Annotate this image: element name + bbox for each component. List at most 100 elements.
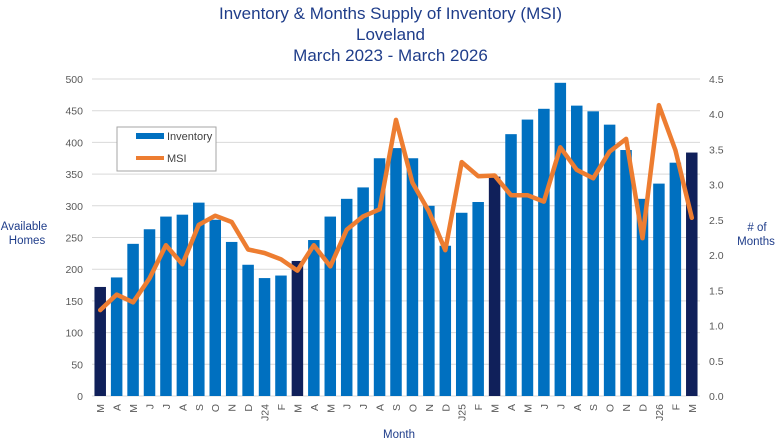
x-tick-label: F [276,404,288,410]
right-tick-label: 2.0 [709,250,724,262]
msi-point [559,146,561,148]
msi-point [231,221,233,223]
chart-subtitle-area: Loveland [355,25,425,44]
x-tick-label: O [210,404,222,412]
x-tick-label: M [292,404,304,413]
msi-point [346,229,348,231]
left-axis-ticks: 0 50 100 150 200 250 300 350 400 450 500 [65,74,83,403]
chart-title: Inventory & Months Supply of Inventory (… [219,4,562,23]
inventory-bar [603,124,616,396]
legend-inventory-swatch [136,133,164,139]
inventory-bar [669,162,682,396]
inventory-bar [390,148,402,396]
inventory-bar [587,111,599,397]
x-tick-label: A [112,404,124,411]
left-tick-label: 200 [65,264,83,276]
msi-point [116,294,118,296]
msi-point [395,119,397,121]
x-axis-ticks: M A M J J A S O N D J24 F M A M J J A S O N D J25 F M A M J J A S O N D J2… [95,404,699,421]
inventory-bar [373,158,386,396]
legend: Inventory MSI [116,126,217,172]
x-tick-label: J25 [457,404,469,421]
inventory-bar [275,275,287,396]
inventory-bar [225,241,238,396]
inventory-bar [357,187,369,396]
msi-line-group [97,102,695,313]
msi-point [543,201,545,203]
left-tick-label: 500 [65,74,83,86]
inventory-bar [308,240,320,396]
inventory-bar [143,229,156,396]
x-tick-label: N [227,404,239,412]
inventory-bar [423,205,435,396]
x-tick-label: A [506,404,518,411]
msi-point [526,194,528,196]
x-tick-label: S [391,404,403,411]
inventory-bar [340,198,353,396]
msi-point [658,104,660,106]
msi-point [149,277,151,279]
inventory-bar [571,105,583,397]
left-tick-label: 150 [65,296,83,308]
x-tick-label: O [605,404,617,412]
msi-point [165,244,167,246]
x-tick-label: J [161,404,173,409]
msi-point [329,265,331,267]
x-tick-label: F [670,404,682,410]
left-tick-label: 100 [65,328,83,340]
inventory-bar [472,201,484,396]
inventory-bar [176,214,189,396]
x-tick-label: M [128,404,140,413]
inventory-bar [406,158,419,396]
msi-point [576,169,578,171]
x-tick-label: J26 [654,404,666,421]
msi-point [461,161,463,163]
right-axis-label-line2: Months [737,236,775,248]
x-tick-label: S [194,404,206,411]
right-tick-label: 0.0 [709,391,724,403]
x-tick-label: J [342,404,354,409]
inventory-bars [94,82,698,397]
inventory-bar [160,216,172,396]
msi-point [592,177,594,179]
left-tick-label: 400 [65,137,83,149]
inventory-bar [554,82,567,396]
inventory-bar [538,108,550,396]
x-tick-label: S [588,404,600,411]
left-tick-label: 450 [65,106,83,118]
inventory-bar [291,260,304,396]
msi-point [674,149,676,151]
x-tick-label: M [687,404,699,413]
msi-point [641,237,643,239]
left-axis-label-line2: Homes [9,235,46,247]
x-tick-label: O [407,404,419,412]
inventory-bar [209,219,221,396]
msi-point [181,263,183,265]
x-tick-label: A [177,404,189,411]
x-tick-label: M [490,404,502,413]
msi-point [132,301,134,303]
x-tick-label: M [325,404,337,413]
left-tick-label: 250 [65,233,83,245]
left-axis-label-line1: Available [1,221,47,233]
chart-subtitle-date-range: March 2023 - March 2026 [293,46,488,65]
x-tick-label: F [473,404,485,410]
left-tick-label: 0 [77,391,83,403]
msi-point [494,175,496,177]
right-axis-ticks: 0.0 0.5 1.0 1.5 2.0 2.5 3.0 3.5 4.0 4.5 [709,74,724,403]
left-tick-label: 350 [65,169,83,181]
x-tick-label: D [440,404,452,412]
x-tick-label: J [145,404,157,409]
inventory-bar [127,243,139,396]
right-tick-label: 1.0 [709,321,724,333]
x-tick-label: N [621,404,633,412]
x-tick-label: J24 [260,404,272,421]
x-tick-label: N [424,404,436,412]
inventory-bar [258,278,271,396]
legend-box [116,126,217,172]
msi-point [609,151,611,153]
right-tick-label: 0.5 [709,356,724,368]
x-tick-label: D [243,404,255,412]
msi-point [379,208,381,210]
